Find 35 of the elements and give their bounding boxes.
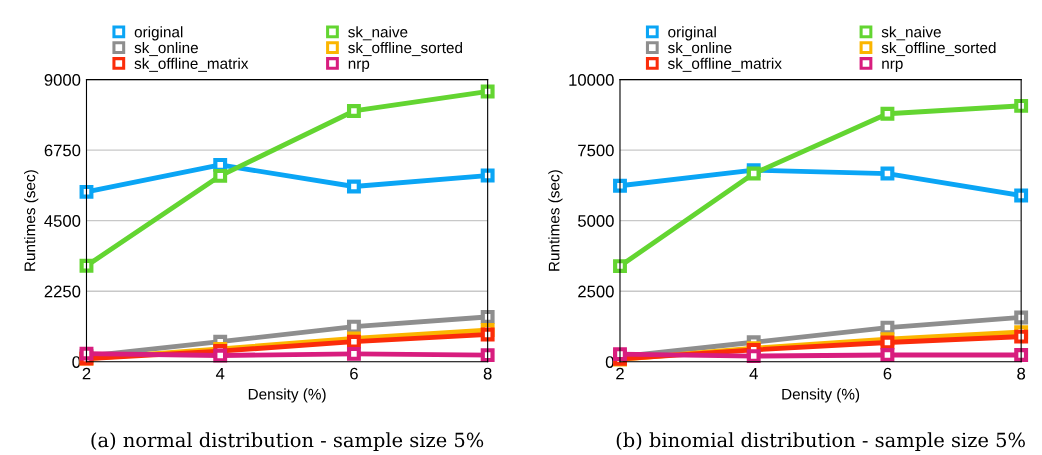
legend-label: original xyxy=(134,26,183,41)
x-tick-label: 4 xyxy=(215,367,225,380)
y-tick-label: 5000 xyxy=(578,215,614,227)
x-tick-label: 6 xyxy=(883,367,892,380)
legend-label: sk_offline_sorted xyxy=(881,41,996,57)
legend-label: sk_online xyxy=(134,41,198,57)
x-tick-label: 2 xyxy=(616,367,624,380)
x-tick-label: 4 xyxy=(749,367,758,380)
legend-label: sk_online xyxy=(668,41,732,57)
x-axis-title: Density (%) xyxy=(782,388,860,403)
x-tick-label: 2 xyxy=(82,367,91,380)
y-tick-label: 2250 xyxy=(44,285,81,298)
y-axis-title: Runtimes (sec) xyxy=(548,170,563,271)
x-tick-label: 6 xyxy=(350,367,358,380)
y-tick-label: 2500 xyxy=(578,285,614,298)
text: (b) binomial distribution - sample size 5% xyxy=(616,432,1025,452)
x-tick-label: 8 xyxy=(1017,367,1026,380)
legend-label: original xyxy=(668,26,716,41)
legend-label: sk_naive xyxy=(348,26,408,41)
y-tick-label: 10000 xyxy=(569,74,614,86)
legend-label: nrp xyxy=(348,60,370,72)
y-tick-label: 7500 xyxy=(578,144,614,157)
y-tick-label: 0 xyxy=(72,356,81,368)
legend-label: sk_naive xyxy=(881,26,941,41)
legend-label: sk_offline_sorted xyxy=(348,41,462,57)
text: (a) normal distribution - sample size 5% xyxy=(91,432,484,452)
x-tick-label: 8 xyxy=(483,367,492,380)
y-tick-label: 4500 xyxy=(44,215,81,227)
legend-label: nrp xyxy=(882,60,903,72)
y-axis-title: Runtimes (sec) xyxy=(24,170,39,271)
y-tick-label: 6750 xyxy=(44,144,81,157)
y-tick-label: 9000 xyxy=(44,74,81,86)
x-axis-title: Density (%) xyxy=(248,388,326,403)
legend-label: sk_offline_matrix xyxy=(668,57,782,72)
legend-label: sk_offline_matrix xyxy=(134,57,249,72)
